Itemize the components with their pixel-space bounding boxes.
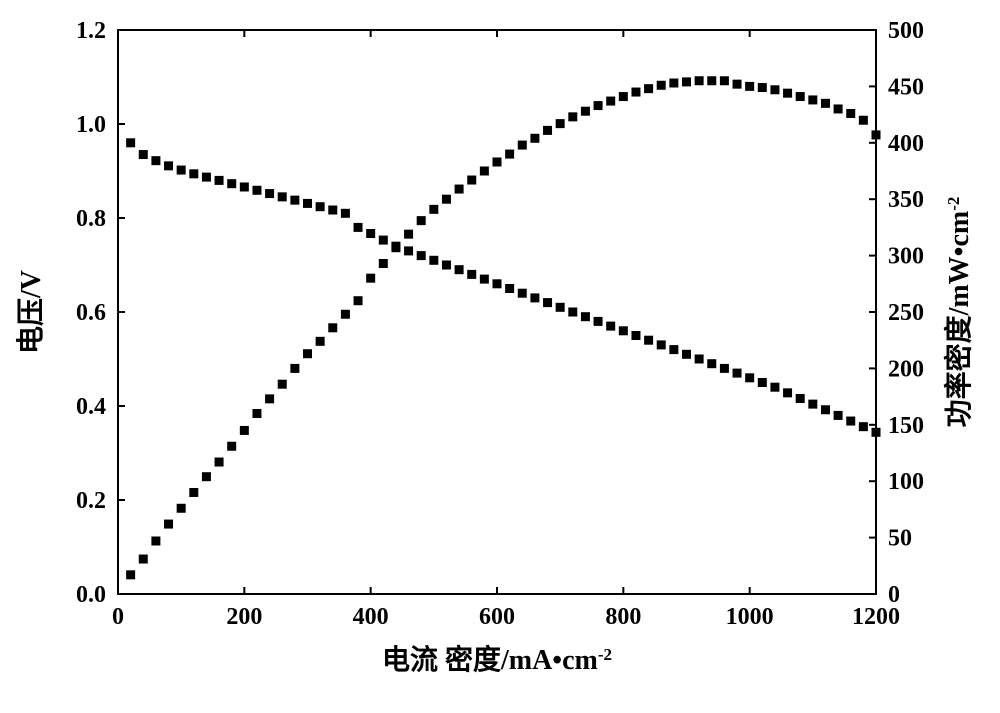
y-right-tick-label: 100 bbox=[888, 469, 924, 495]
y-left-tick-label: 0.2 bbox=[76, 488, 106, 514]
y-right-tick-label: 50 bbox=[888, 526, 912, 552]
y-left-tick-label: 1.0 bbox=[76, 112, 106, 138]
y-left-tick-label: 0.8 bbox=[76, 206, 106, 232]
x-tick-label: 600 bbox=[479, 604, 515, 630]
chart-svg: 0200400600800100012000.00.20.40.60.81.01… bbox=[0, 0, 1000, 713]
y-right-tick-label: 0 bbox=[888, 582, 900, 608]
x-tick-label: 800 bbox=[605, 604, 641, 630]
x-axis-label: 电流 密度/mA•cm-2 bbox=[382, 643, 612, 676]
x-tick-label: 1000 bbox=[726, 604, 774, 630]
y-left-axis-label: 电压/V bbox=[15, 270, 47, 354]
x-tick-label: 400 bbox=[353, 604, 389, 630]
y-right-tick-label: 450 bbox=[888, 74, 924, 100]
dual-axis-chart: 0200400600800100012000.00.20.40.60.81.01… bbox=[0, 0, 1000, 713]
y-right-tick-label: 150 bbox=[888, 413, 924, 439]
y-right-tick-label: 350 bbox=[888, 187, 924, 213]
y-right-tick-label: 200 bbox=[888, 356, 924, 382]
x-tick-label: 200 bbox=[226, 604, 262, 630]
y-right-axis-label: 功率密度/mW•cm-2 bbox=[942, 197, 975, 428]
x-tick-label: 0 bbox=[112, 604, 124, 630]
y-left-tick-label: 1.2 bbox=[76, 18, 106, 44]
y-right-tick-label: 400 bbox=[888, 131, 924, 157]
y-right-tick-label: 300 bbox=[888, 244, 924, 270]
y-left-tick-label: 0.6 bbox=[76, 300, 106, 326]
y-left-tick-label: 0.0 bbox=[76, 582, 106, 608]
y-right-tick-label: 500 bbox=[888, 18, 924, 44]
y-right-tick-label: 250 bbox=[888, 300, 924, 326]
y-left-tick-label: 0.4 bbox=[76, 394, 106, 420]
